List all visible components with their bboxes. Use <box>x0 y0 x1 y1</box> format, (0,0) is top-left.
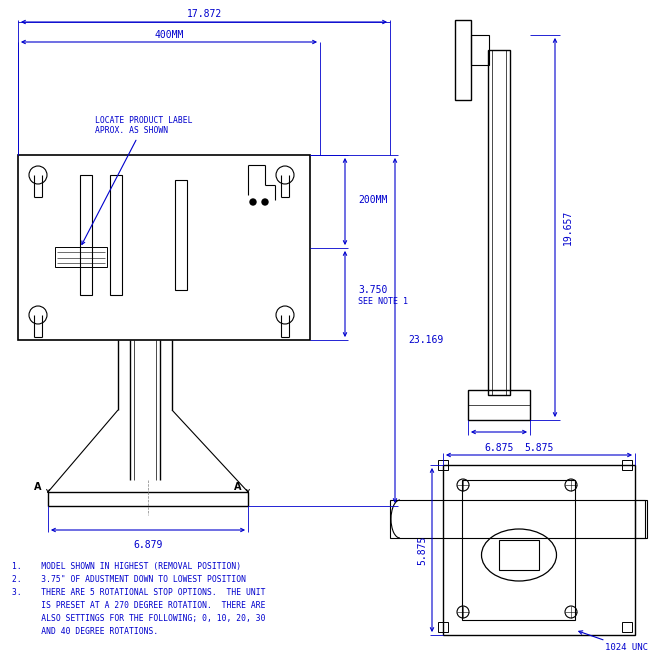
Bar <box>110 175 122 295</box>
Text: 17.872: 17.872 <box>187 9 222 19</box>
Text: IS PRESET AT A 270 DEGREE ROTATION.  THERE ARE: IS PRESET AT A 270 DEGREE ROTATION. THER… <box>12 601 265 610</box>
Bar <box>390 500 645 538</box>
Bar <box>438 622 448 632</box>
Text: 19.657: 19.657 <box>563 209 573 245</box>
Text: 6.875: 6.875 <box>484 443 514 453</box>
Bar <box>443 465 635 635</box>
Bar <box>18 155 310 340</box>
Bar <box>635 500 647 538</box>
Bar <box>462 480 575 620</box>
Text: 1.    MODEL SHOWN IN HIGHEST (REMOVAL POSITION): 1. MODEL SHOWN IN HIGHEST (REMOVAL POSIT… <box>12 562 241 571</box>
Bar <box>175 180 187 290</box>
Bar <box>468 390 530 420</box>
Text: 1024 UNC: 1024 UNC <box>578 631 648 653</box>
Text: 5.875: 5.875 <box>417 535 427 565</box>
Bar <box>455 20 471 100</box>
Bar <box>471 35 489 65</box>
Bar <box>55 247 107 267</box>
Text: ALSO SETTINGS FOR THE FOLLOWING; 0, 10, 20, 30: ALSO SETTINGS FOR THE FOLLOWING; 0, 10, … <box>12 614 265 623</box>
Text: 23.169: 23.169 <box>408 335 443 345</box>
Text: A: A <box>234 482 242 492</box>
Bar <box>499 540 539 570</box>
Text: 2.    3.75" OF ADUSTMENT DOWN TO LOWEST POSITION: 2. 3.75" OF ADUSTMENT DOWN TO LOWEST POS… <box>12 575 246 584</box>
Bar <box>438 460 448 470</box>
Circle shape <box>250 199 256 205</box>
Text: 6.879: 6.879 <box>133 540 162 550</box>
Bar <box>622 460 632 470</box>
Bar <box>488 50 510 395</box>
Text: 200MM: 200MM <box>358 195 387 205</box>
Circle shape <box>262 199 268 205</box>
Bar <box>622 622 632 632</box>
Text: 3.750: 3.750 <box>358 285 387 295</box>
Bar <box>80 175 92 295</box>
Bar <box>48 492 248 506</box>
Text: 3.    THERE ARE 5 ROTATIONAL STOP OPTIONS.  THE UNIT: 3. THERE ARE 5 ROTATIONAL STOP OPTIONS. … <box>12 588 265 597</box>
Text: 400MM: 400MM <box>154 30 184 40</box>
Text: 5.875: 5.875 <box>525 443 554 453</box>
Text: AND 40 DEGREE ROTATIONS.: AND 40 DEGREE ROTATIONS. <box>12 627 158 636</box>
Text: A: A <box>34 482 42 492</box>
Text: SEE NOTE 1: SEE NOTE 1 <box>358 298 408 306</box>
Text: LOCATE PRODUCT LABEL
APROX. AS SHOWN: LOCATE PRODUCT LABEL APROX. AS SHOWN <box>82 115 192 244</box>
